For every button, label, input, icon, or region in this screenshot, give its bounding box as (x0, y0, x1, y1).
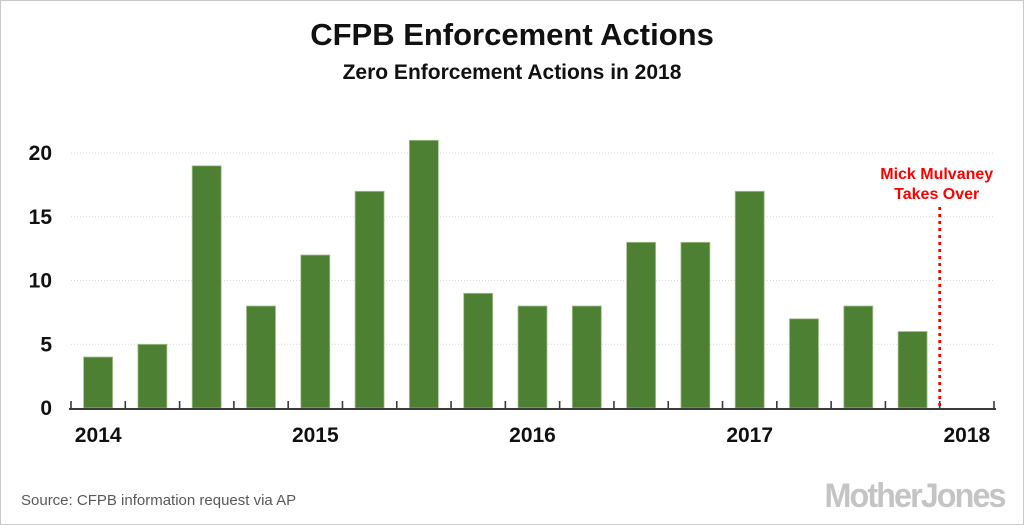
bar-q3-2017 (843, 305, 874, 409)
y-axis-label-15: 15 (29, 206, 53, 229)
chart-subtitle: Zero Enforcement Actions in 2018 (342, 61, 682, 84)
bar-q1-2017 (734, 190, 765, 409)
y-axis-label-5: 5 (40, 333, 52, 356)
annotation-line2: Takes Over (894, 186, 979, 203)
bar-q2-2017 (789, 318, 819, 409)
chart-title: CFPB Enforcement Actions (310, 17, 714, 52)
bar-q1-2016 (517, 305, 548, 409)
annotation-line1: Mick Mulvaney (880, 166, 993, 183)
bar-q4-2016 (680, 241, 711, 409)
motherjones-logo: MotherJones (824, 477, 1007, 515)
bar-q3-2014 (191, 165, 222, 409)
bar-q4-2015 (463, 292, 494, 409)
y-axis-label-0: 0 (40, 397, 52, 420)
x-axis-label-2015: 2015 (292, 424, 339, 447)
bar-q1-2015 (300, 254, 331, 409)
bar-q3-2015 (408, 139, 439, 409)
source-note: Source: CFPB information request via AP (21, 492, 297, 509)
x-axis-label-2016: 2016 (509, 424, 556, 447)
bar-q2-2015 (354, 190, 385, 409)
y-axis-label-10: 10 (29, 270, 52, 293)
y-axis-label-20: 20 (29, 142, 52, 165)
bar-q2-2014 (137, 343, 168, 409)
x-axis-label-2018: 2018 (943, 424, 990, 447)
bar-q3-2016 (626, 241, 656, 409)
x-axis-label-2017: 2017 (726, 424, 773, 447)
bar-q4-2017 (897, 331, 928, 409)
bar-q4-2014 (246, 305, 276, 409)
x-axis-label-2014: 2014 (75, 424, 122, 447)
bar-q2-2016 (571, 305, 602, 409)
bar-q1-2014 (83, 356, 113, 409)
